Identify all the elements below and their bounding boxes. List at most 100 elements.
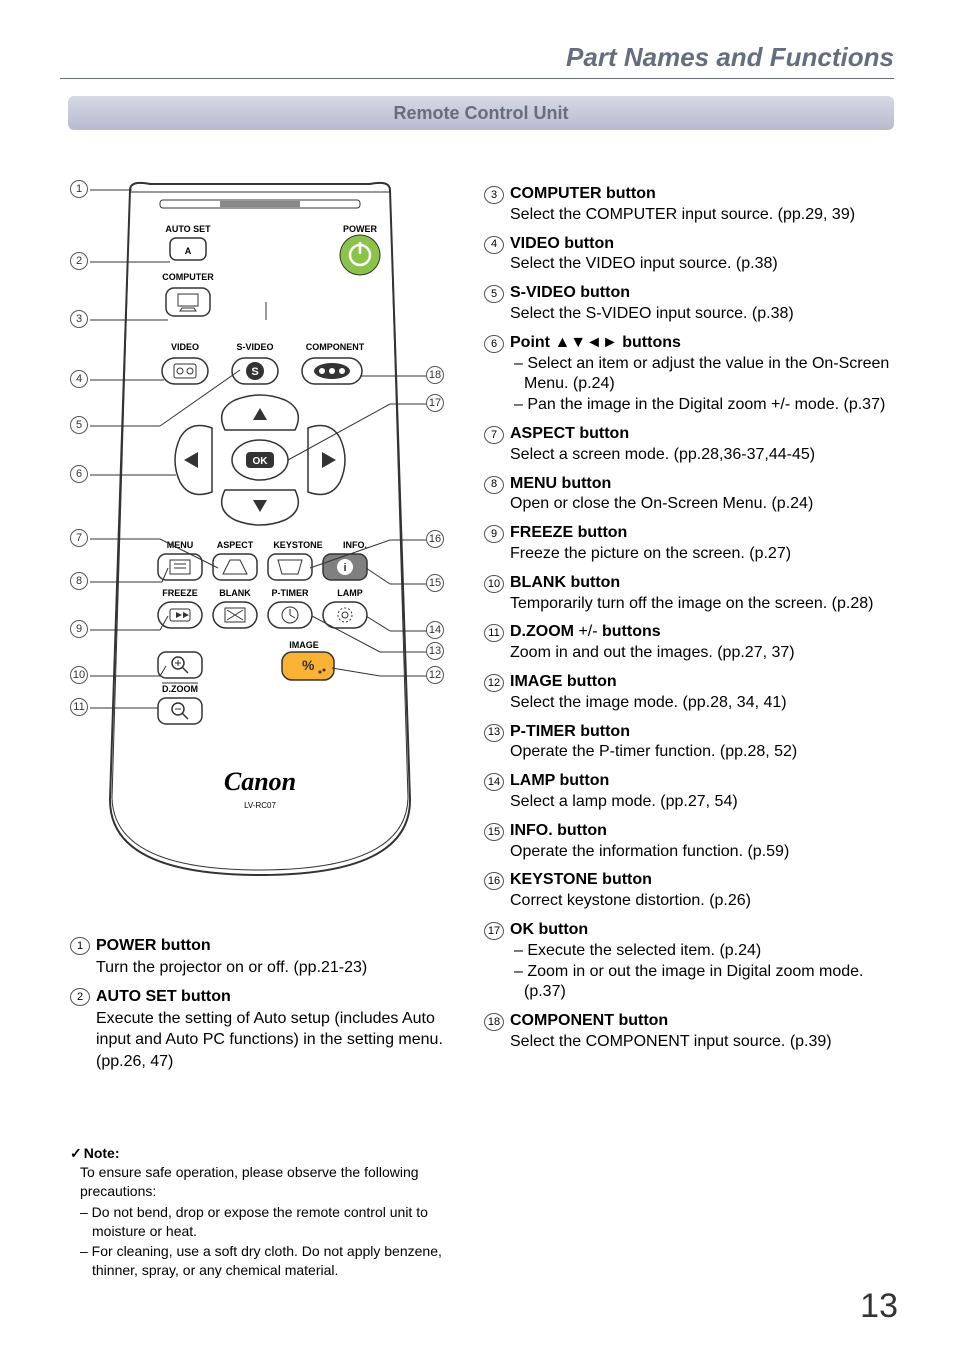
desc-body: ASPECT buttonSelect a screen mode. (pp.2…: [510, 424, 894, 466]
callout-7: 7: [70, 529, 88, 547]
desc-item-7: 7ASPECT buttonSelect a screen mode. (pp.…: [484, 424, 894, 466]
desc-title: MENU button: [510, 474, 894, 495]
svg-text:Canon: Canon: [224, 767, 296, 796]
right-descriptions: 3COMPUTER buttonSelect the COMPUTER inpu…: [484, 184, 894, 1061]
desc-num: 16: [484, 872, 504, 890]
desc-title: ASPECT button: [510, 424, 894, 445]
desc-title: FREEZE button: [510, 523, 894, 544]
desc-body: BLANK buttonTemporarily turn off the ima…: [510, 573, 894, 615]
desc-text: Open or close the On-Screen Menu. (p.24): [510, 494, 894, 515]
svg-text:LV-RC07: LV-RC07: [244, 801, 276, 810]
callout-11: 11: [70, 698, 88, 716]
desc-title: KEYSTONE button: [510, 870, 894, 891]
desc-item-14: 14LAMP buttonSelect a lamp mode. (pp.27,…: [484, 771, 894, 813]
desc-body: AUTO SET buttonExecute the setting of Au…: [96, 986, 460, 1072]
desc-title: COMPONENT button: [510, 1011, 894, 1032]
desc-num: 8: [484, 476, 504, 494]
desc-sub: – Zoom in or out the image in Digital zo…: [510, 962, 894, 1004]
svg-text:A: A: [185, 246, 192, 256]
desc-text: Select the S-VIDEO input source. (p.38): [510, 304, 894, 325]
svg-text:S-VIDEO: S-VIDEO: [236, 342, 273, 352]
svg-text:S: S: [251, 366, 258, 378]
remote-svg: AUTO SET A POWER COMPUTER VIDEO S-VIDEO …: [70, 180, 440, 880]
desc-num: 18: [484, 1013, 504, 1031]
desc-title: Point ▲▼◄► buttons: [510, 333, 894, 354]
desc-num: 11: [484, 624, 504, 642]
svg-text:i: i: [343, 562, 346, 574]
desc-body: Point ▲▼◄► buttons– Select an item or ad…: [510, 333, 894, 416]
note-intro: To ensure safe operation, please observe…: [70, 1163, 470, 1201]
page-number: 13: [860, 1287, 898, 1326]
desc-sub: – Select an item or adjust the value in …: [510, 354, 894, 396]
svg-text:BLANK: BLANK: [219, 588, 251, 598]
callout-3: 3: [70, 310, 88, 328]
callout-17: 17: [426, 394, 444, 412]
desc-title: IMAGE button: [510, 672, 894, 693]
svg-text:D.ZOOM: D.ZOOM: [162, 684, 198, 694]
desc-num: 9: [484, 525, 504, 543]
svg-text:INFO.: INFO.: [343, 540, 367, 550]
desc-body: D.ZOOM +/- buttonsZoom in and out the im…: [510, 622, 894, 664]
desc-body: INFO. buttonOperate the information func…: [510, 821, 894, 863]
desc-text: Operate the information function. (p.59): [510, 842, 894, 863]
desc-body: COMPONENT buttonSelect the COMPONENT inp…: [510, 1011, 894, 1053]
desc-num: 14: [484, 773, 504, 791]
desc-body: OK button– Execute the selected item. (p…: [510, 920, 894, 1003]
desc-body: COMPUTER buttonSelect the COMPUTER input…: [510, 184, 894, 226]
desc-text: Select a lamp mode. (pp.27, 54): [510, 792, 894, 813]
desc-item-16: 16 KEYSTONE buttonCorrect keystone distor…: [484, 870, 894, 912]
callout-16: 16: [426, 530, 444, 548]
desc-text: Select the image mode. (pp.28, 34, 41): [510, 693, 894, 714]
svg-text:OK: OK: [253, 456, 269, 467]
desc-title: VIDEO button: [510, 234, 894, 255]
desc-item-8: 8 MENU buttonOpen or close the On-Screen …: [484, 474, 894, 516]
desc-num: 13: [484, 724, 504, 742]
desc-body: KEYSTONE buttonCorrect keystone distorti…: [510, 870, 894, 912]
desc-num: 4: [484, 236, 504, 254]
desc-item-13: 13 P-TIMER buttonOperate the P-timer func…: [484, 722, 894, 764]
desc-text: Temporarily turn off the image on the sc…: [510, 594, 894, 615]
svg-text:COMPONENT: COMPONENT: [306, 342, 365, 352]
desc-title: AUTO SET button: [96, 986, 460, 1008]
desc-body: VIDEO buttonSelect the VIDEO input sourc…: [510, 234, 894, 276]
desc-text: Operate the P-timer function. (pp.28, 52…: [510, 742, 894, 763]
desc-num: 2: [70, 988, 90, 1006]
svg-text:FREEZE: FREEZE: [162, 588, 198, 598]
desc-body: P-TIMER buttonOperate the P-timer functi…: [510, 722, 894, 764]
desc-num: 6: [484, 335, 504, 353]
desc-num: 10: [484, 575, 504, 593]
desc-text: Zoom in and out the images. (pp.27, 37): [510, 643, 894, 664]
desc-text: Select the VIDEO input source. (p.38): [510, 254, 894, 275]
svg-text:P-TIMER: P-TIMER: [272, 588, 309, 598]
section-title: Part Names and Functions: [566, 42, 894, 73]
desc-body: S-VIDEO buttonSelect the S-VIDEO input s…: [510, 283, 894, 325]
callout-1: 1: [70, 180, 88, 198]
desc-item-1: 1 POWER buttonTurn the projector on or of…: [70, 935, 460, 978]
desc-body: POWER buttonTurn the projector on or off…: [96, 935, 460, 978]
desc-text: Select the COMPONENT input source. (p.39…: [510, 1032, 894, 1053]
left-descriptions: 1 POWER buttonTurn the projector on or of…: [70, 935, 460, 1081]
callout-18: 18: [426, 366, 444, 384]
desc-title: S-VIDEO button: [510, 283, 894, 304]
note-block: Note: To ensure safe operation, please o…: [70, 1144, 470, 1280]
desc-text: Execute the setting of Auto setup (inclu…: [96, 1008, 460, 1073]
desc-sub: – Pan the image in the Digital zoom +/- …: [510, 395, 894, 416]
callout-12: 12: [426, 666, 444, 684]
svg-text:COMPUTER: COMPUTER: [162, 272, 214, 282]
desc-num: 1: [70, 937, 90, 955]
note-item: – Do not bend, drop or expose the remote…: [70, 1203, 470, 1241]
desc-num: 15: [484, 823, 504, 841]
desc-item-9: 9 FREEZE buttonFreeze the picture on the …: [484, 523, 894, 565]
svg-text:%: %: [302, 657, 315, 673]
callout-10: 10: [70, 666, 88, 684]
desc-num: 5: [484, 285, 504, 303]
callout-6: 6: [70, 465, 88, 483]
desc-item-11: 11 D.ZOOM +/- buttonsZoom in and out the …: [484, 622, 894, 664]
svg-text:LAMP: LAMP: [337, 588, 363, 598]
desc-body: FREEZE buttonFreeze the picture on the s…: [510, 523, 894, 565]
autoset-label: AUTO SET: [165, 224, 211, 234]
svg-text:VIDEO: VIDEO: [171, 342, 199, 352]
desc-title: POWER button: [96, 935, 460, 957]
callout-2: 2: [70, 252, 88, 270]
callout-4: 4: [70, 370, 88, 388]
